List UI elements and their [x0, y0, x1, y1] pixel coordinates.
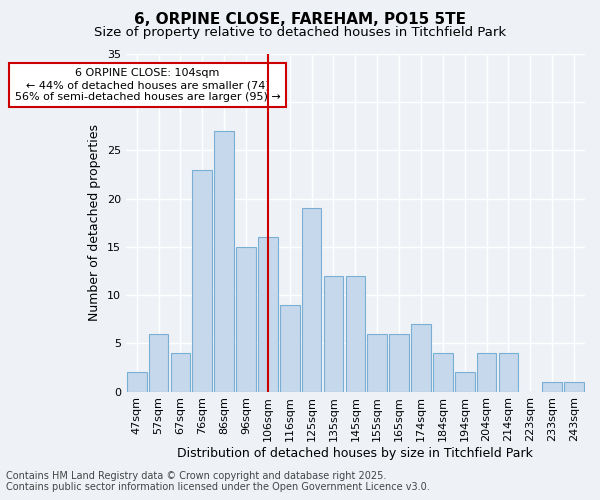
- X-axis label: Distribution of detached houses by size in Titchfield Park: Distribution of detached houses by size …: [178, 447, 533, 460]
- Bar: [477, 353, 496, 392]
- Y-axis label: Number of detached properties: Number of detached properties: [88, 124, 101, 322]
- Bar: [258, 238, 278, 392]
- Text: Size of property relative to detached houses in Titchfield Park: Size of property relative to detached ho…: [94, 26, 506, 39]
- Bar: [214, 131, 234, 392]
- Text: 6 ORPINE CLOSE: 104sqm
← 44% of detached houses are smaller (74)
56% of semi-det: 6 ORPINE CLOSE: 104sqm ← 44% of detached…: [15, 68, 280, 102]
- Bar: [367, 334, 387, 392]
- Bar: [346, 276, 365, 392]
- Bar: [149, 334, 169, 392]
- Bar: [411, 324, 431, 392]
- Bar: [499, 353, 518, 392]
- Bar: [280, 305, 299, 392]
- Text: Contains HM Land Registry data © Crown copyright and database right 2025.
Contai: Contains HM Land Registry data © Crown c…: [6, 471, 430, 492]
- Bar: [127, 372, 146, 392]
- Bar: [170, 353, 190, 392]
- Bar: [455, 372, 475, 392]
- Bar: [302, 208, 322, 392]
- Bar: [236, 247, 256, 392]
- Bar: [433, 353, 452, 392]
- Bar: [323, 276, 343, 392]
- Bar: [564, 382, 584, 392]
- Bar: [542, 382, 562, 392]
- Bar: [389, 334, 409, 392]
- Bar: [193, 170, 212, 392]
- Text: 6, ORPINE CLOSE, FAREHAM, PO15 5TE: 6, ORPINE CLOSE, FAREHAM, PO15 5TE: [134, 12, 466, 28]
